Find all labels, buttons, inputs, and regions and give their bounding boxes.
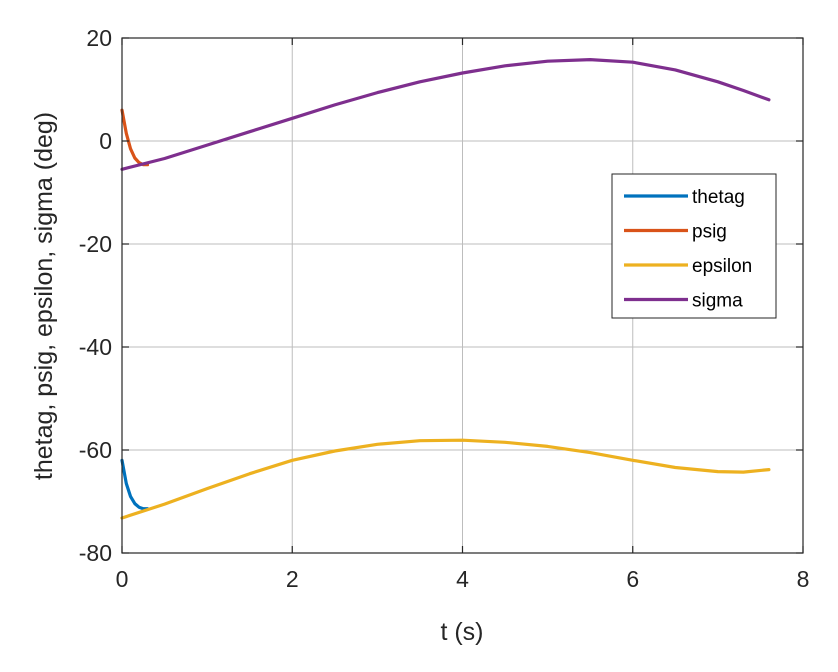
legend-label-epsilon: epsilon (692, 256, 752, 277)
y-axis-label: thetag, psig, epsilon, sigma (deg) (30, 112, 58, 480)
y-tick-label: 0 (99, 128, 112, 154)
axis-ticks: 0 2 4 6 8 20 0 -20 -40 -60 -80 (79, 25, 810, 592)
y-tick-label: 20 (86, 25, 112, 51)
legend-label-sigma: sigma (692, 291, 743, 312)
x-tick-label: 4 (456, 566, 469, 592)
data-series (120, 57, 771, 520)
series-sigma (120, 57, 771, 171)
legend: thetag psig epsilon sigma (611, 173, 777, 319)
legend-box (611, 173, 777, 319)
y-tick-label: -60 (79, 437, 112, 463)
x-tick-label: 8 (797, 566, 810, 592)
series-psig (120, 108, 150, 167)
x-tick-label: 2 (286, 566, 299, 592)
x-axis-label: t (s) (440, 618, 483, 646)
series-thetag (120, 458, 150, 511)
legend-label-thetag: thetag (692, 187, 745, 208)
y-tick-label: -80 (79, 540, 112, 566)
x-tick-label: 0 (116, 566, 129, 592)
y-tick-label: -20 (79, 231, 112, 257)
legend-label-psig: psig (692, 222, 727, 243)
x-tick-label: 6 (626, 566, 639, 592)
y-tick-label: -40 (79, 334, 112, 360)
series-epsilon (120, 438, 771, 520)
